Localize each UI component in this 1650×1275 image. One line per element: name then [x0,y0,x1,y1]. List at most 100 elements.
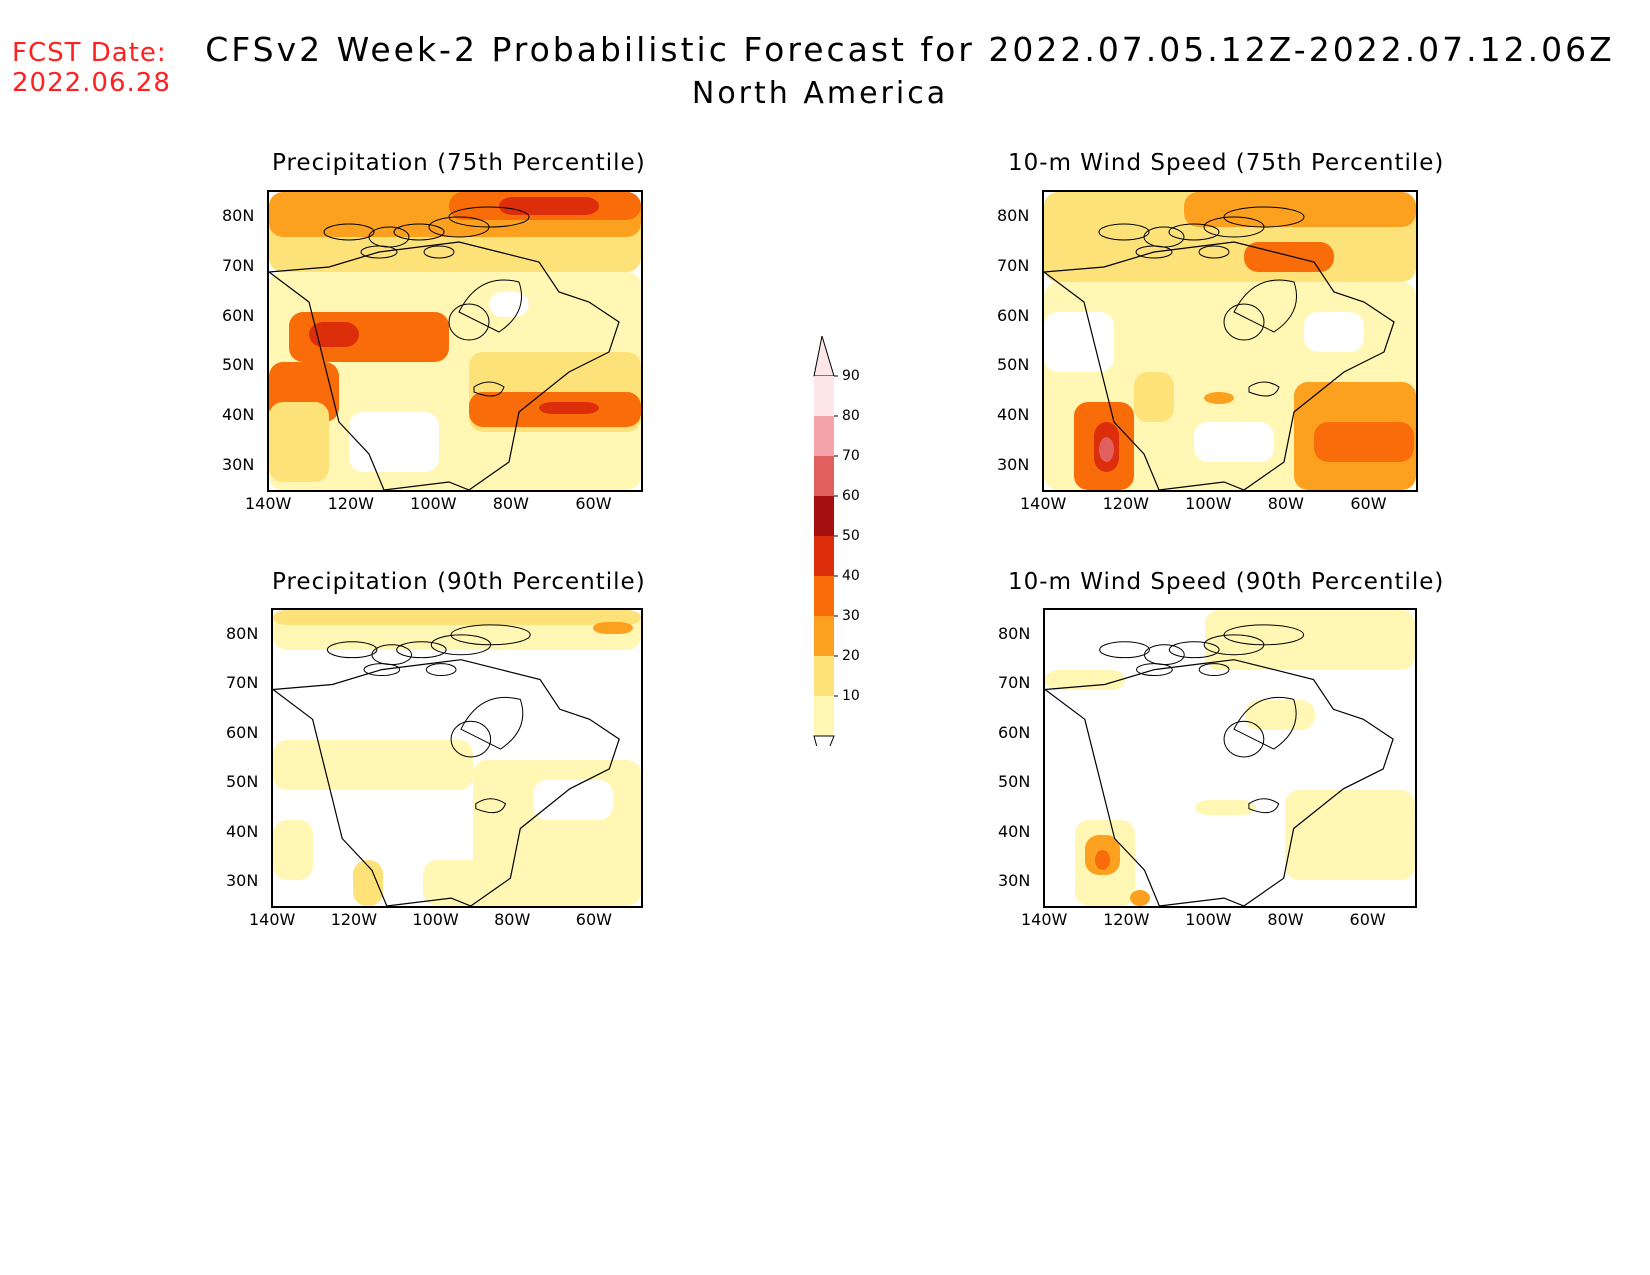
probability-area [349,412,439,472]
lat-tick-label: 50N [222,355,255,375]
lat-tick-label: 70N [222,255,255,275]
lon-tick-label: 120W [327,494,374,513]
lat-tick-label: 80N [226,624,259,643]
lat-tick-label: 60N [222,305,255,325]
lat-tick-label: 30N [997,454,1030,474]
colorbar: 90 80 70 60 50 40 30 20 10 [812,335,872,768]
great-lakes-outline [473,381,505,397]
coastline [1045,659,1394,906]
great-lakes-outline [1248,798,1280,814]
probability-area [1205,610,1415,670]
hudson-bay-outline [458,279,522,333]
colorbar-level-label: 10 [842,688,860,704]
lat-tick-label: 70N [998,673,1031,693]
lon-tick-label: 100W [410,494,457,513]
lat-tick-label: 40N [222,405,255,425]
probability-area [593,622,633,634]
probability-area [1245,700,1315,730]
probability-area [273,820,313,880]
probability-area [1044,312,1114,372]
lat-tick-label: 50N [226,772,259,792]
island-outline [323,223,375,241]
lat-tick-label: 80N [222,206,255,225]
probability-area [273,740,473,790]
probability-area [1045,670,1125,690]
colorbar-level-label: 70 [842,448,860,464]
lon-tick-label: 140W [245,494,292,513]
coastline [273,659,620,906]
colorbar-level-label: 60 [842,488,860,504]
great-lakes-outline [1248,381,1280,397]
fcst-date: 2022.06.28 [12,68,171,98]
probability-area [269,402,329,482]
probability-area [489,292,529,317]
lat-tick-label: 70N [226,673,259,693]
lon-tick-label: 60W [575,494,612,513]
probability-area [309,322,359,347]
fcst-date-block: FCST Date: 2022.06.28 [12,38,171,98]
lat-tick-label: 30N [226,871,259,891]
probability-area [1134,372,1174,422]
colorbar-bottom-cap [813,735,835,768]
island-outline [1223,720,1265,758]
island-outline [1198,245,1230,259]
probability-map [269,192,641,490]
probability-area [1099,437,1114,462]
great-lakes-outline [475,798,507,814]
colorbar-level-label: 80 [842,408,860,424]
map-panel [1043,608,1417,908]
map-panel [1042,190,1418,492]
probability-area [273,610,641,625]
probability-area [1184,192,1416,227]
island-outline [396,641,447,659]
lat-tick-label: 60N [998,722,1031,742]
probability-area [423,860,503,906]
island-outline [450,624,531,646]
lat-tick-label: 60N [997,305,1030,325]
island-outline [393,223,445,241]
panel-title: 10-m Wind Speed (75th Percentile) [1008,150,1445,176]
colorbar-cell [814,656,834,696]
colorbar-level-label: 40 [842,568,860,584]
probability-area [1194,422,1274,462]
island-outline [1223,206,1305,228]
island-outline [1136,663,1173,677]
colorbar-cell [814,376,834,416]
island-outline [1223,624,1305,646]
lon-tick-label: 80W [494,910,531,929]
lon-tick-label: 120W [1102,494,1149,513]
island-outline [1098,223,1150,241]
colorbar-top-cap [813,335,835,377]
colorbar-cell [814,416,834,456]
island-outline [425,663,457,677]
lon-tick-label: 60W [1350,494,1387,513]
colorbar-level-label: 50 [842,528,860,544]
probability-area [1195,800,1255,815]
panel-title: 10-m Wind Speed (90th Percentile) [1008,569,1445,595]
island-outline [360,245,398,259]
lon-tick-label: 80W [492,494,529,513]
fcst-label: FCST Date: [12,38,167,68]
lon-tick-label: 80W [1267,910,1304,929]
probability-area [1314,422,1414,462]
colorbar-level-label: 20 [842,648,860,664]
lat-tick-label: 80N [997,206,1030,225]
lat-tick-label: 80N [998,624,1031,643]
hudson-bay-outline [460,696,524,750]
panel-title: Precipitation (90th Percentile) [272,569,646,595]
lon-tick-label: 140W [249,910,296,929]
island-outline [1198,663,1230,677]
lat-tick-label: 50N [998,772,1031,792]
probability-area [533,780,613,820]
map-panel [267,190,643,492]
probability-area [539,402,599,414]
island-outline [450,720,492,758]
coastline [269,241,620,490]
island-outline [1168,223,1220,241]
colorbar-cell [814,456,834,496]
lon-tick-label: 60W [1349,910,1386,929]
probability-area [1285,790,1415,880]
lon-tick-label: 120W [1103,910,1150,929]
colorbar-cell [814,576,834,616]
probability-area [1204,392,1234,404]
